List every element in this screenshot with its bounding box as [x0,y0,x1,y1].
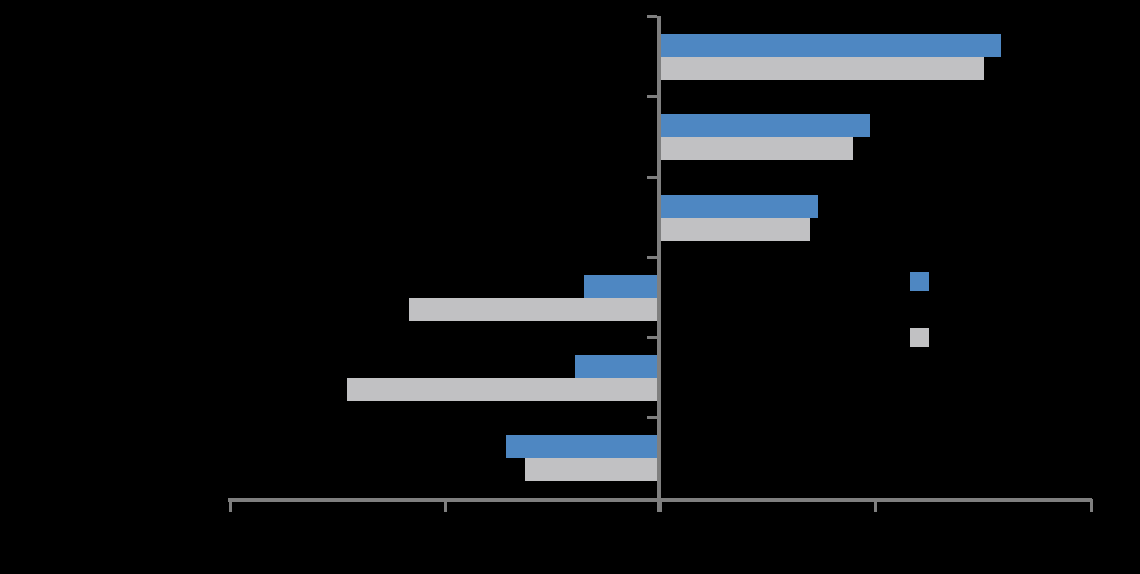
bar-gray [347,378,661,401]
bar-blue [661,195,818,218]
x-axis-tick [874,499,877,512]
category-tick [647,336,657,339]
category-tick [647,95,657,98]
category-tick [647,15,657,18]
bar-gray [661,218,810,241]
legend-swatch-gray [910,328,929,347]
x-axis-tick [1090,499,1093,512]
bar-gray [661,137,853,160]
bar-gray [409,298,661,321]
legend-swatch-blue [910,272,929,291]
bar-blue [506,435,661,458]
bar-gray [525,458,661,481]
bar-blue [661,114,870,137]
category-tick [647,256,657,259]
bar-blue [584,275,661,298]
category-tick [647,416,657,419]
x-axis-tick [444,499,447,512]
x-axis-line [228,498,1092,502]
bar-blue [575,355,661,378]
x-axis-tick [229,499,232,512]
bar-gray [661,57,984,80]
category-tick [647,176,657,179]
y-axis-line [657,16,661,512]
bar-blue [661,34,1001,57]
